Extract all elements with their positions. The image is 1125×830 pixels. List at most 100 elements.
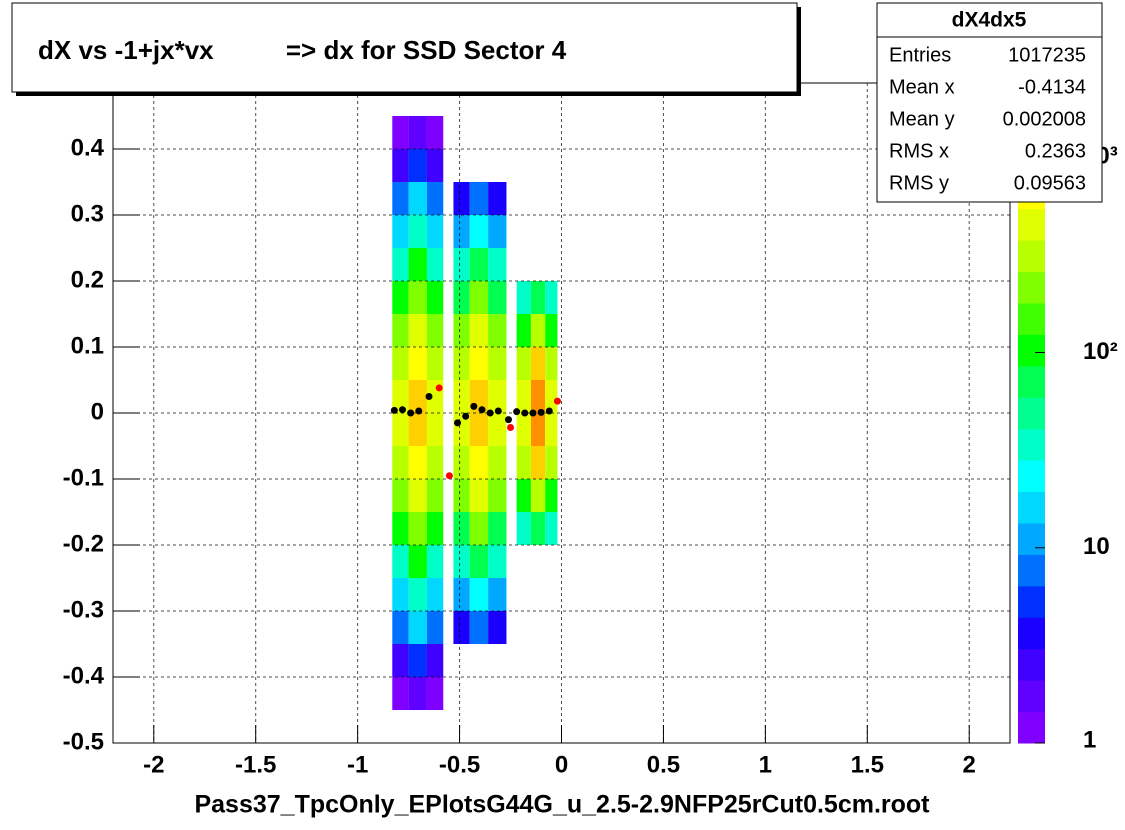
palette-cell <box>1018 617 1045 650</box>
stats-box <box>876 2 1103 203</box>
heat-cell <box>530 347 546 380</box>
heat-cell <box>392 281 409 314</box>
x-axis-label: Pass37_TpcOnly_EPlotsG44G_u_2.5-2.9NFP25… <box>194 791 930 819</box>
profile-point <box>529 409 537 417</box>
heat-cell <box>392 611 409 644</box>
palette-cell <box>1018 397 1045 430</box>
heat-cell <box>392 512 409 545</box>
profile-point <box>513 408 521 416</box>
profile-point <box>445 472 453 480</box>
heat-cell <box>453 512 470 545</box>
heat-cell <box>469 545 489 578</box>
profile-point <box>390 406 398 414</box>
heat-cell <box>488 413 507 446</box>
heat-cell <box>392 347 409 380</box>
heat-cell <box>488 182 507 215</box>
heat-cell <box>426 644 444 677</box>
heat-cell <box>545 512 558 545</box>
heat-cell <box>408 281 427 314</box>
heat-cell <box>408 215 427 248</box>
heat-cell <box>488 446 507 479</box>
heat-cell <box>488 545 507 578</box>
y-tick-label: -0.4 <box>63 662 105 689</box>
stats-label: Entries <box>889 44 951 66</box>
heat-cell <box>469 347 489 380</box>
heat-cell <box>453 215 470 248</box>
stats-value: -0.4134 <box>1018 76 1086 98</box>
x-tick-label: -1 <box>347 751 368 778</box>
heat-cell <box>488 611 507 644</box>
heat-cell <box>453 578 470 611</box>
heat-cell <box>426 446 444 479</box>
x-tick-label: -1.5 <box>235 751 276 778</box>
title-box <box>11 2 798 93</box>
heat-cell <box>426 611 444 644</box>
heat-cell <box>426 116 444 149</box>
heat-cell <box>392 644 409 677</box>
heat-cell <box>426 413 444 446</box>
heat-cell <box>392 545 409 578</box>
heat-cell <box>453 248 470 281</box>
palette-cell <box>1018 491 1045 524</box>
x-tick-label: 0 <box>555 751 568 778</box>
z-tick-label: 10 <box>1083 533 1110 560</box>
heat-cell <box>453 380 470 413</box>
palette-cell <box>1018 585 1045 618</box>
heat-cell <box>530 380 546 413</box>
heat-cell <box>488 380 507 413</box>
heat-cell <box>469 578 489 611</box>
heat-cell <box>469 182 489 215</box>
profile-point <box>435 384 443 392</box>
heat-cell <box>408 446 427 479</box>
palette-cell <box>1018 428 1045 461</box>
heat-cell <box>530 479 546 512</box>
profile-point <box>521 409 529 417</box>
z-tick-label: 1 <box>1083 726 1096 753</box>
palette-cell <box>1018 271 1045 304</box>
stats-label: Mean y <box>889 108 955 130</box>
profile-point <box>470 402 478 410</box>
stats-label: Mean x <box>889 76 955 98</box>
x-tick-label: 1.5 <box>851 751 884 778</box>
y-tick-label: 0.1 <box>71 332 104 359</box>
heat-cell <box>488 314 507 347</box>
heat-cell <box>469 479 489 512</box>
heat-cell <box>469 512 489 545</box>
heat-cell <box>469 413 489 446</box>
stats-label: RMS y <box>889 172 949 194</box>
heat-cell <box>516 380 531 413</box>
plot-layer: -0.5-0.4-0.3-0.2-0.100.10.20.30.40.5 <box>63 68 1010 755</box>
heat-cell <box>408 347 427 380</box>
heat-cell <box>453 182 470 215</box>
y-tick-label: 0 <box>91 398 104 425</box>
heat-cell <box>530 512 546 545</box>
heat-cell <box>408 149 427 182</box>
palette-cell <box>1018 523 1045 555</box>
palette-cell <box>1018 711 1045 744</box>
stats-label: RMS x <box>889 140 949 162</box>
heat-cell <box>516 479 531 512</box>
y-tick-label: -0.1 <box>63 464 104 491</box>
palette-cell <box>1018 334 1045 367</box>
heat-cell <box>545 380 558 413</box>
heat-cell <box>392 314 409 347</box>
heat-cell <box>392 578 409 611</box>
palette-cell <box>1018 365 1045 398</box>
palette-cell <box>1018 240 1045 273</box>
heat-cell <box>488 215 507 248</box>
profile-point <box>537 408 545 416</box>
heat-cell <box>545 446 558 479</box>
heat-cell <box>545 413 558 446</box>
profile-point <box>415 407 423 415</box>
profile-point <box>478 406 486 414</box>
palette-cell <box>1018 554 1045 587</box>
heat-cell <box>516 281 531 314</box>
palette-cell <box>1018 648 1045 681</box>
heat-cell <box>408 611 427 644</box>
heat-cell <box>392 413 409 446</box>
heat-cell <box>392 380 409 413</box>
heat-cell <box>453 347 470 380</box>
heat-cell <box>408 479 427 512</box>
heat-cell <box>408 314 427 347</box>
